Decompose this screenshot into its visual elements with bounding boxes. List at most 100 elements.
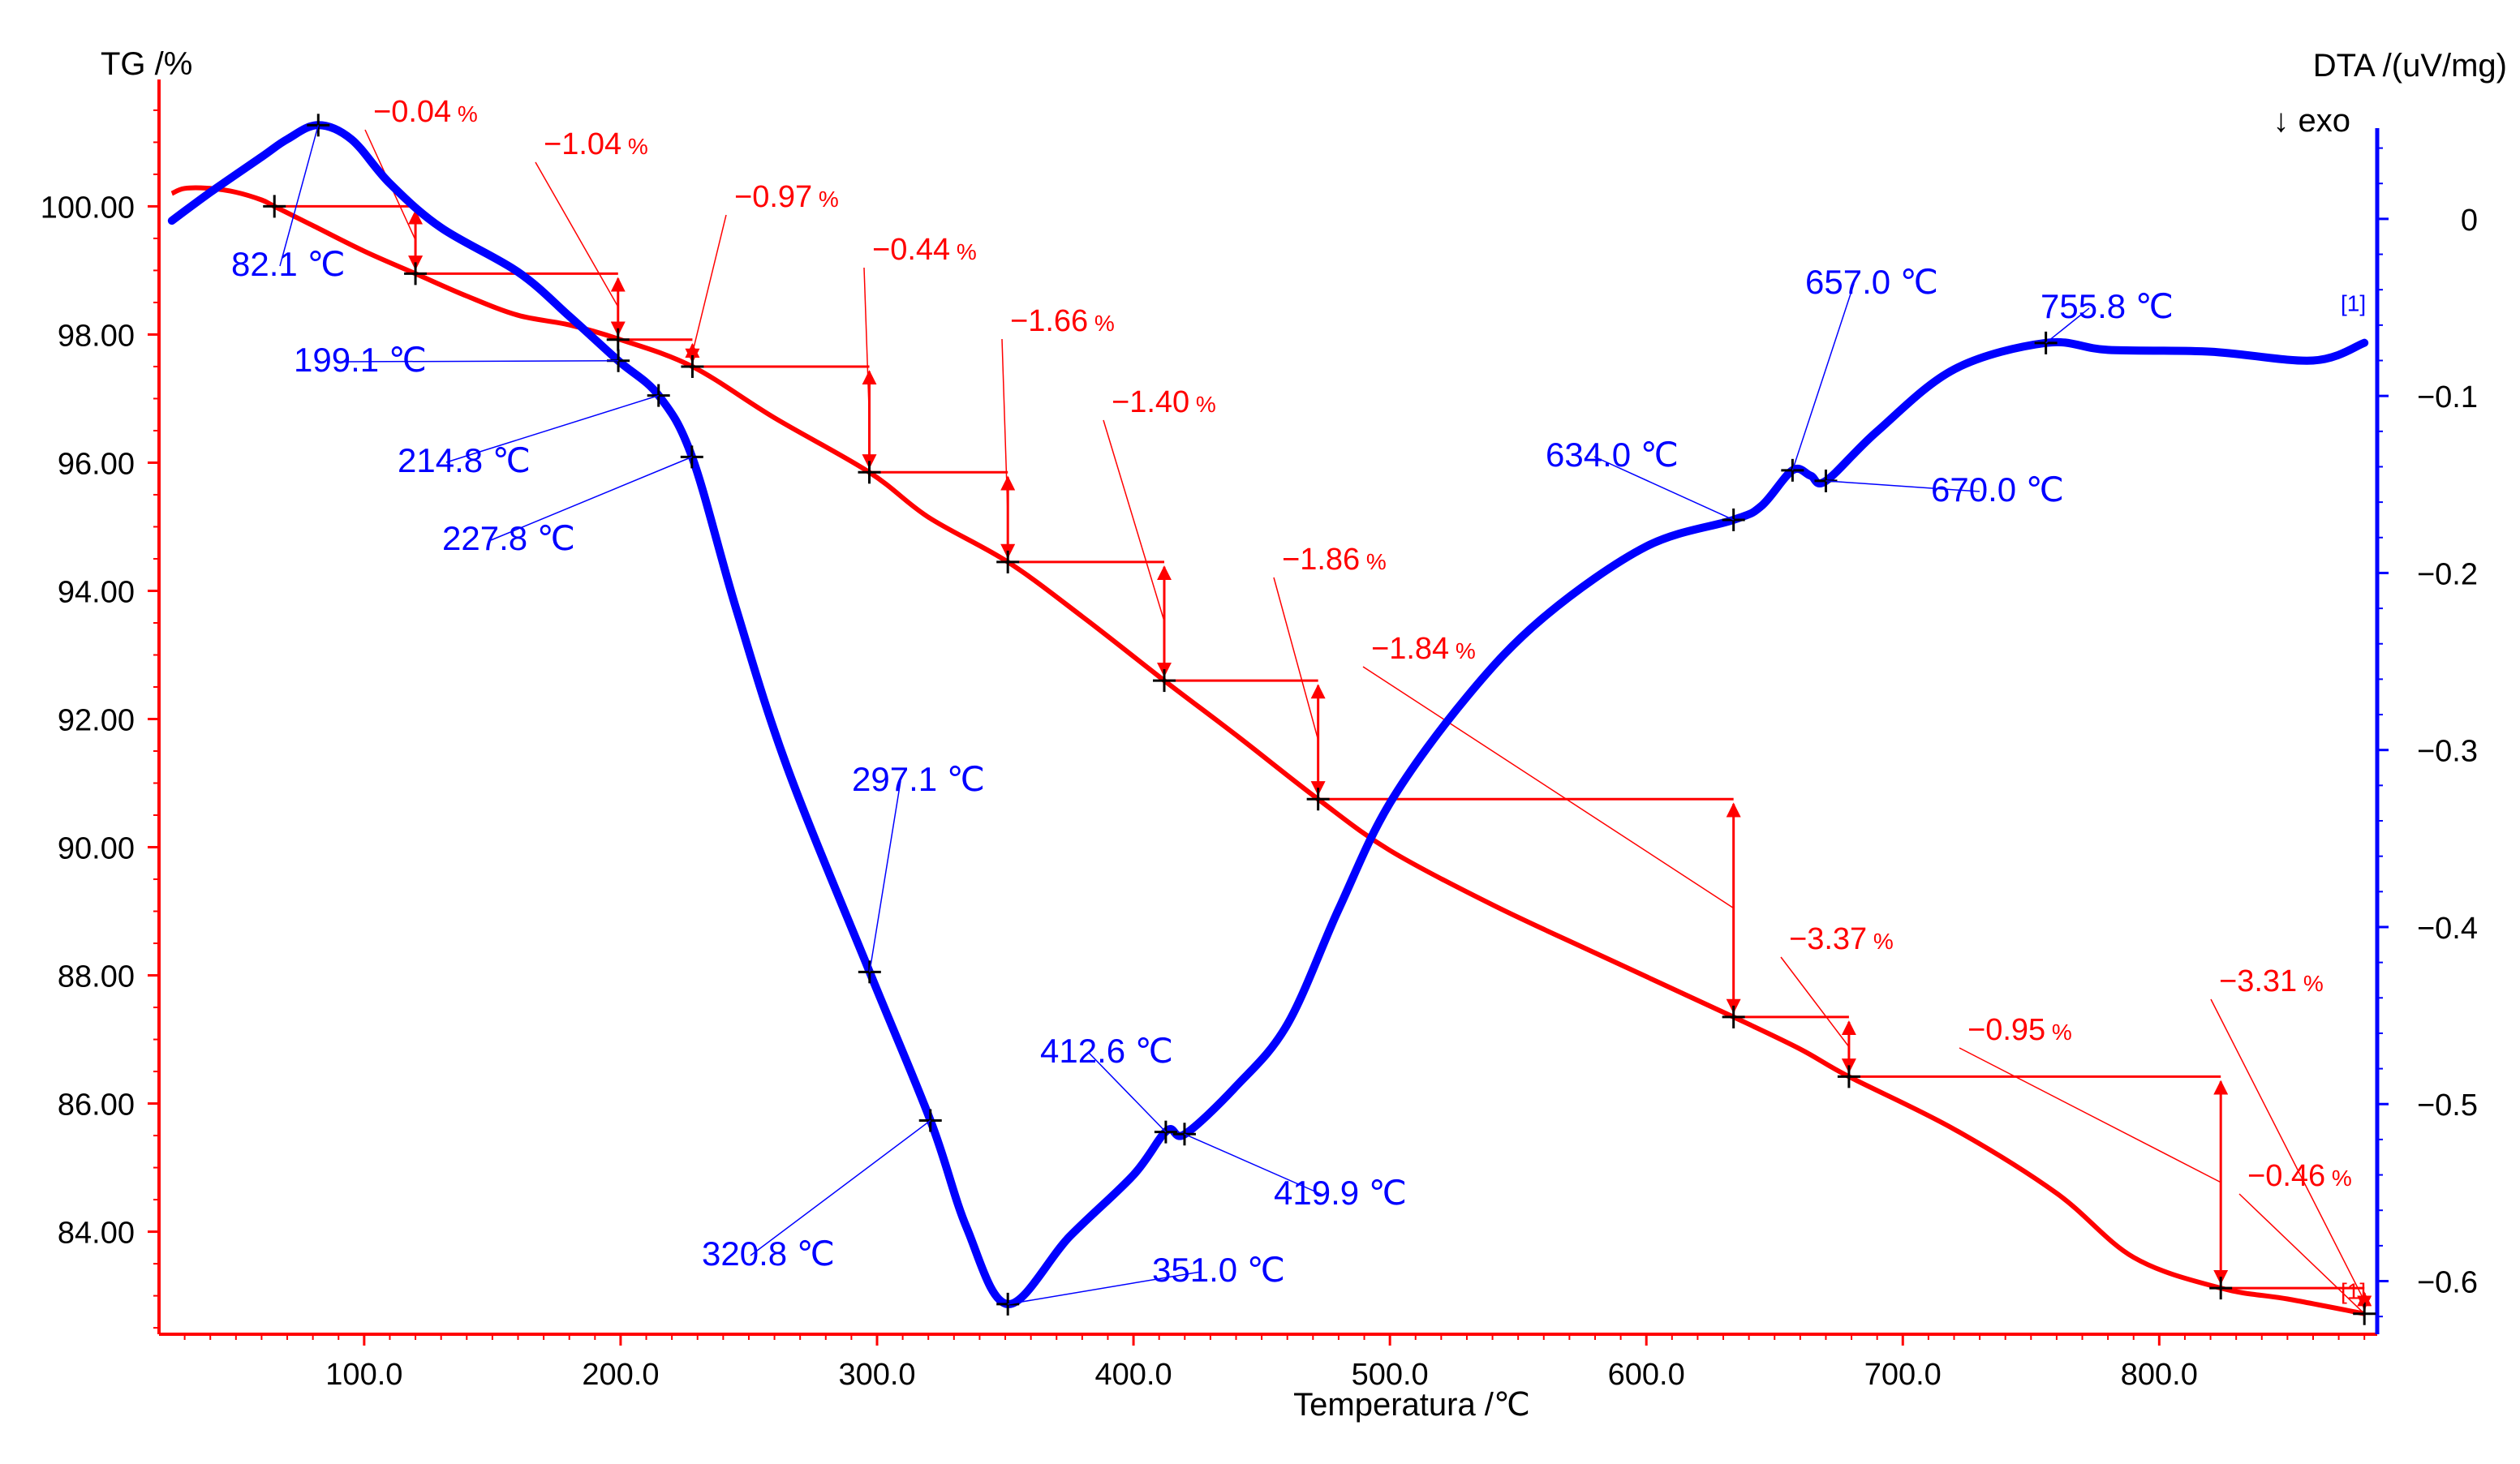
tg-step-label: −1.40 % [1112,385,1216,419]
tg-step-unit: % [621,134,648,159]
x-tick-label: 700.0 [1864,1358,1942,1392]
ticks: 100.0 200.0 300.0 400.0 500.0 600.0 700.0 800.0… [41,109,2478,1392]
dta-peak-leader [869,780,901,972]
tg-step-label: −0.97 % [734,180,839,214]
tg-step-leader [1780,956,1850,1048]
dta-peak-leader [1088,1052,1167,1133]
dta-peak-label: 227.8 ℃ [442,519,575,557]
tg-step-value: −1.84 [1371,632,1449,666]
tg-step-leader [1001,338,1008,517]
y-right-tick-label: −0.5 [2417,1088,2478,1123]
tg-step-value: −0.46 [2247,1159,2325,1193]
tg-step-leader [1103,419,1165,622]
x-tick-label: 200.0 [582,1358,659,1392]
tg-step-unit: % [1360,549,1387,574]
x-tick-label: 300.0 [838,1358,915,1392]
dta-peak-label: 412.6 ℃ [1040,1032,1173,1070]
tg-step-leader [535,161,619,307]
y-left-axis-title: TG /% [101,46,192,82]
dta-peak-leader [1593,456,1734,521]
tg-step-unit: % [2045,1020,2072,1045]
tg-step-label: −0.04 % [373,95,478,129]
tg-step-leader [2238,1193,2365,1315]
tg-step-value: −3.31 [2219,964,2297,998]
dta-peak-leader [490,456,693,541]
tg-step-label: −1.66 % [1010,304,1115,338]
x-axis-title: Temperatura /℃ [1293,1387,1530,1423]
y-right-tick-label: −0.1 [2417,380,2478,414]
dta-peak-label: 199.1 ℃ [294,341,427,379]
x-tick-label: 800.0 [2121,1358,2198,1392]
tg-step-leader [2210,998,2365,1302]
dta-peak-label: 297.1 ℃ [852,760,985,798]
tg-step-unit: % [1088,311,1115,336]
y-left-tick-label: 88.00 [58,960,135,994]
y-left-tick-label: 84.00 [58,1217,135,1251]
tg-step-label: −1.04 % [544,127,648,161]
y-left-tick-label: 86.00 [58,1088,135,1123]
y-right-tick-label: −0.6 [2417,1266,2478,1300]
tg-steps: −0.04 %−1.04 %−0.97 %−0.44 %−1.66 %−1.40… [274,95,2372,1315]
tg-step-value: −3.37 [1789,922,1867,956]
tg-step-value: −1.04 [544,127,621,161]
tg-step-value: −0.44 [872,233,950,267]
y-left-tick-label: 94.00 [58,575,135,609]
tg-step-label: −1.86 % [1282,543,1387,577]
tg-step-leader [691,214,727,354]
dta-peak-label: 634.0 ℃ [1546,436,1679,474]
tg-step-unit: % [1449,638,1476,663]
tg-step-label: −0.46 % [2247,1159,2352,1193]
tg-step-unit: % [451,101,478,127]
dta-peak-leader [279,125,320,267]
dta-peak-label: 419.9 ℃ [1274,1174,1407,1212]
tg-step-value: −1.86 [1282,543,1360,577]
tg-step-unit: % [950,239,977,264]
tg-step-leader [1959,1047,2221,1183]
tg-step-unit: % [2297,971,2324,996]
axes [157,79,2380,1336]
x-tick-label: 500.0 [1352,1358,1429,1392]
tg-step-value: −0.04 [373,95,451,129]
tg-step-unit: % [812,187,839,212]
tg-step-label: −0.95 % [1967,1013,2072,1047]
tg-step-value: −1.40 [1112,385,1189,419]
dta-peak-leader [1008,1271,1202,1305]
tg-step-leader [863,267,871,420]
dta-peak-leader [2045,307,2090,344]
tg-curve-tag: [1] [2341,1279,2366,1304]
x-tick-label: 100.0 [325,1358,402,1392]
tg-step-label: −3.31 % [2219,964,2324,998]
y-right-tick-label: −0.2 [2417,557,2478,591]
y-left-tick-label: 98.00 [58,319,135,353]
tg-step-unit: % [1867,929,1894,954]
tg-step-value: −0.97 [734,180,812,214]
dta-peak-leader [342,360,619,363]
curves [167,121,2369,1316]
dta-peak-leader [445,394,659,463]
dta-curve [167,121,2369,1308]
dta-peak-label: 320.8 ℃ [702,1234,835,1273]
y-right-tick-label: −0.3 [2417,735,2478,769]
y-right-tick-label: −0.4 [2417,912,2478,946]
tg-step-label: −1.84 % [1371,632,1476,666]
dta-peak-leader [1825,480,1980,492]
tg-step-leader [1273,577,1319,741]
tg-step-leader [1362,666,1735,909]
tg-step-value: −0.95 [1967,1013,2045,1047]
annotations: 82.1 ℃ 199.1 ℃ 214.8 ℃ 227.8 ℃ 297.1 ℃ 320.8 … [231,125,2366,1305]
y-left-tick-label: 100.00 [41,191,135,225]
dta-peak-label: 755.8 ℃ [2041,287,2174,325]
dta-peak-label: 657.0 ℃ [1805,263,1938,301]
dta-curve-tag: [1] [2341,290,2366,316]
dta-peak-leader [1184,1133,1323,1196]
dta-peak-label: 82.1 ℃ [231,245,346,283]
dta-peak-label: 670.0 ℃ [1931,470,2064,509]
dta-peak-leader [1791,283,1855,471]
tg-step-unit: % [2325,1166,2352,1191]
dta-peak-leader [750,1119,931,1256]
tg-step-value: −1.66 [1010,304,1088,338]
y-right-tick-label: 0 [2461,204,2478,238]
tg-step-label: −0.44 % [872,233,977,267]
exo-direction-note: ↓ exo [2273,103,2350,139]
